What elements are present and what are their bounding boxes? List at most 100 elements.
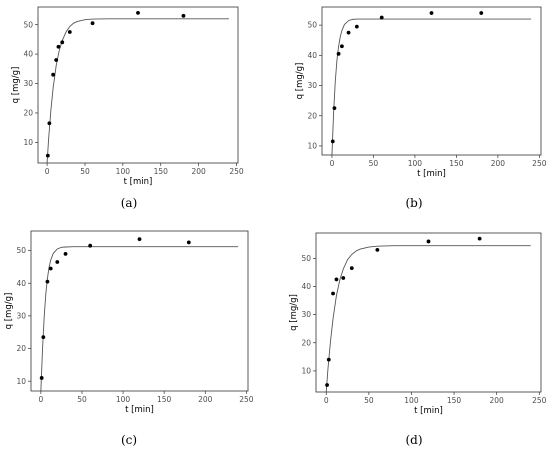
y-tick-label: 20 bbox=[16, 344, 26, 353]
y-tick-label: 50 bbox=[16, 246, 26, 255]
panel-caption: (c) bbox=[121, 433, 137, 447]
chart-panel-4: 0 50 100 150 200 250 10 20 30 40 50 t [min] q [mg/g]… bbox=[289, 232, 547, 447]
x-tick-label: 50 bbox=[364, 396, 374, 405]
data-point bbox=[379, 15, 384, 20]
data-point bbox=[47, 121, 52, 126]
x-tick-label: 250 bbox=[532, 159, 547, 168]
y-tick-label: 10 bbox=[301, 366, 311, 375]
y-axis-title: q [mg/g] bbox=[295, 63, 305, 100]
y-tick-label: 10 bbox=[23, 138, 33, 147]
data-point bbox=[63, 251, 68, 256]
x-tick-label: 100 bbox=[408, 159, 423, 168]
x-tick-label: 200 bbox=[198, 395, 213, 404]
y-tick-label: 50 bbox=[301, 254, 311, 263]
data-point bbox=[54, 58, 59, 62]
x-tick-label: 0 bbox=[324, 396, 329, 405]
y-tick-label: 30 bbox=[307, 81, 317, 90]
y-tick-label: 40 bbox=[23, 50, 33, 59]
panel-caption: (d) bbox=[405, 433, 422, 447]
x-tick-label: 250 bbox=[532, 396, 547, 405]
data-point bbox=[88, 243, 93, 248]
chart-panel-3: 0 50 100 150 200 250 10 20 30 40 50 t [min] q [mg/g]… bbox=[4, 230, 254, 447]
data-point bbox=[41, 335, 46, 340]
data-point bbox=[334, 277, 339, 282]
data-point bbox=[330, 139, 335, 144]
data-point bbox=[479, 11, 484, 15]
x-tick-label: 200 bbox=[491, 159, 506, 168]
x-tick-label: 250 bbox=[239, 395, 254, 404]
data-point bbox=[332, 106, 337, 111]
y-tick-label: 50 bbox=[23, 20, 33, 29]
data-point bbox=[39, 376, 44, 380]
y-tick-label: 40 bbox=[301, 282, 311, 291]
data-point bbox=[60, 40, 65, 45]
y-tick-label: 30 bbox=[301, 310, 311, 319]
x-axis-title: t [min] bbox=[125, 405, 154, 415]
plot-frame bbox=[30, 230, 249, 392]
data-point bbox=[325, 383, 329, 387]
data-point bbox=[186, 240, 191, 245]
data-point bbox=[137, 237, 142, 242]
data-point bbox=[51, 72, 56, 77]
y-axis-title: q [mg/g] bbox=[11, 67, 21, 104]
x-tick-label: 0 bbox=[45, 167, 50, 176]
chart-panel-2: 0 50 100 150 200 250 10 20 30 40 50 t [min] q [mg/g]… bbox=[295, 6, 547, 210]
data-point bbox=[349, 266, 354, 271]
x-tick-label: 250 bbox=[229, 167, 244, 176]
data-point bbox=[477, 236, 482, 241]
data-point bbox=[181, 13, 186, 18]
x-tick-label: 100 bbox=[116, 395, 131, 404]
y-tick-label: 50 bbox=[307, 21, 317, 30]
x-tick-label: 150 bbox=[449, 159, 464, 168]
fitted-curve bbox=[40, 246, 239, 391]
x-tick-label: 200 bbox=[191, 167, 206, 176]
data-point bbox=[136, 10, 140, 15]
x-tick-label: 150 bbox=[447, 396, 462, 405]
x-tick-label: 150 bbox=[154, 167, 169, 176]
x-tick-label: 100 bbox=[404, 396, 419, 405]
data-point bbox=[67, 30, 72, 34]
x-tick-label: 50 bbox=[369, 159, 379, 168]
fitted-curve bbox=[46, 18, 229, 163]
data-point bbox=[354, 24, 359, 29]
y-tick-label: 10 bbox=[307, 142, 317, 151]
data-point bbox=[326, 357, 331, 362]
panel-caption: (a) bbox=[121, 196, 138, 210]
y-tick-label: 20 bbox=[307, 111, 317, 120]
data-point bbox=[429, 11, 434, 15]
y-tick-label: 10 bbox=[16, 377, 26, 386]
y-axis-title: q [mg/g] bbox=[289, 294, 299, 331]
plot-frame bbox=[37, 6, 239, 164]
y-tick-label: 40 bbox=[16, 279, 26, 288]
x-tick-label: 0 bbox=[330, 159, 335, 168]
data-point bbox=[375, 247, 380, 252]
chart-panel-1: 0 50 100 150 200 250 10 20 30 40 50 t [min] q [mg/g]… bbox=[11, 6, 244, 210]
x-tick-label: 50 bbox=[80, 167, 90, 176]
y-tick-label: 40 bbox=[307, 51, 317, 60]
data-point bbox=[340, 44, 344, 49]
y-tick-label: 20 bbox=[301, 338, 311, 347]
x-tick-label: 150 bbox=[157, 395, 172, 404]
y-tick-label: 30 bbox=[23, 79, 33, 88]
x-axis-title: t [min] bbox=[414, 406, 443, 416]
fitted-curve bbox=[325, 245, 531, 392]
data-point bbox=[45, 279, 50, 284]
data-point bbox=[426, 239, 431, 244]
panel-caption: (b) bbox=[405, 196, 422, 210]
data-point bbox=[45, 153, 50, 158]
plot-frame bbox=[315, 232, 542, 393]
x-tick-label: 100 bbox=[116, 167, 131, 176]
y-tick-label: 20 bbox=[23, 109, 33, 118]
data-point bbox=[56, 44, 61, 49]
data-point bbox=[336, 51, 341, 56]
x-tick-label: 200 bbox=[490, 396, 505, 405]
y-tick-label: 30 bbox=[16, 311, 26, 320]
data-point bbox=[346, 30, 351, 35]
y-axis-title: q [mg/g] bbox=[4, 293, 14, 330]
fitted-curve bbox=[331, 18, 532, 155]
data-point bbox=[48, 266, 53, 271]
data-point bbox=[341, 276, 346, 280]
data-point bbox=[331, 291, 335, 296]
plot-frame bbox=[321, 6, 542, 156]
